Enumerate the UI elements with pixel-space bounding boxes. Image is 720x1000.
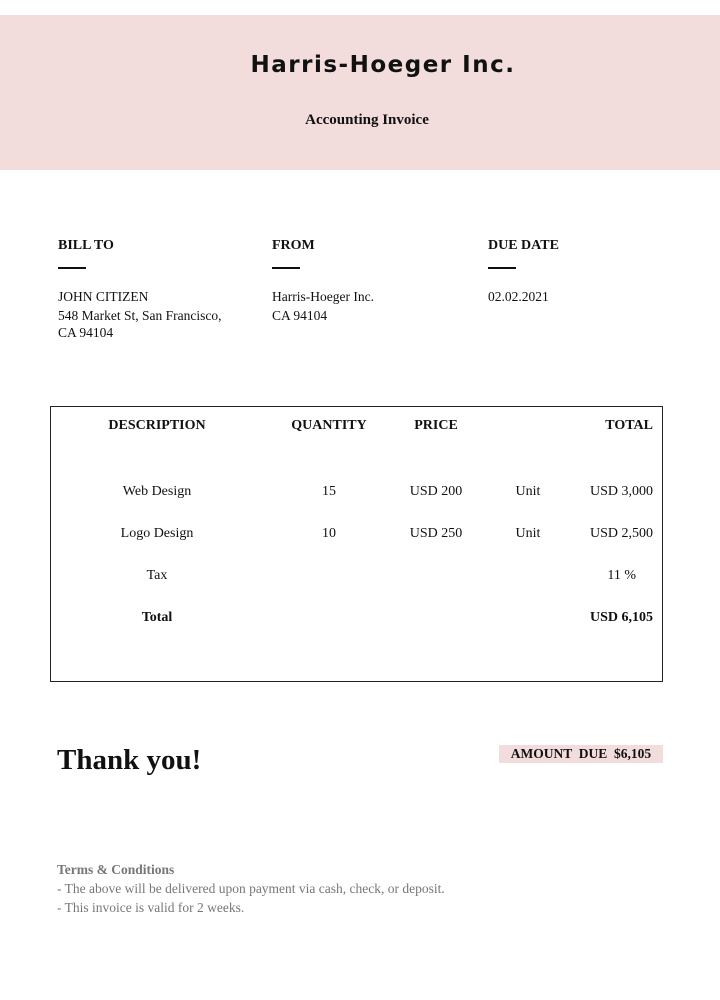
total-label: Total bbox=[141, 610, 173, 625]
row-price: USD 250 bbox=[409, 526, 463, 541]
col-quantity: QUANTITY bbox=[291, 418, 367, 433]
row-description: Logo Design bbox=[120, 526, 194, 541]
col-price: PRICE bbox=[414, 418, 458, 433]
company-name: Harris-Hoeger Inc. bbox=[250, 52, 516, 78]
header-band bbox=[0, 15, 720, 170]
amount-due-badge: AMOUNT DUE $6,105 bbox=[499, 745, 663, 763]
col-total: TOTAL bbox=[605, 418, 653, 433]
invoice-subtitle: Accounting Invoice bbox=[305, 112, 429, 128]
col-description: DESCRIPTION bbox=[108, 418, 206, 433]
row-quantity: 15 bbox=[322, 484, 336, 499]
terms-item: - The above will be delivered upon payme… bbox=[57, 881, 445, 896]
from-label: FROM bbox=[272, 238, 315, 253]
divider bbox=[58, 267, 86, 269]
row-price: USD 200 bbox=[409, 484, 463, 499]
tax-value: 11 % bbox=[607, 568, 636, 583]
terms-title: Terms & Conditions bbox=[57, 862, 175, 877]
bill-to-address-2: CA 94104 bbox=[58, 325, 114, 340]
from-name: Harris-Hoeger Inc. bbox=[272, 289, 374, 304]
bill-to-name: JOHN CITIZEN bbox=[58, 289, 149, 304]
from-address: CA 94104 bbox=[272, 308, 328, 323]
row-description: Web Design bbox=[122, 484, 192, 499]
divider bbox=[488, 267, 516, 269]
divider bbox=[272, 267, 300, 269]
bill-to-label: BILL TO bbox=[58, 238, 114, 253]
due-date-value: 02.02.2021 bbox=[488, 289, 549, 304]
tax-label: Tax bbox=[146, 568, 168, 583]
row-quantity: 10 bbox=[322, 526, 336, 541]
thank-you: Thank you! bbox=[57, 744, 202, 776]
total-value: USD 6,105 bbox=[589, 610, 653, 625]
row-total: USD 3,000 bbox=[589, 484, 653, 499]
row-unit: Unit bbox=[515, 484, 541, 499]
bill-to-block: JOHN CITIZEN 548 Market St, San Francisc… bbox=[58, 287, 221, 342]
items-table bbox=[50, 406, 663, 682]
terms-item: - This invoice is valid for 2 weeks. bbox=[57, 900, 245, 915]
due-date-label: DUE DATE bbox=[488, 238, 559, 253]
row-unit: Unit bbox=[515, 526, 541, 541]
row-total: USD 2,500 bbox=[589, 526, 653, 541]
bill-to-address-1: 548 Market St, San Francisco, bbox=[58, 308, 222, 323]
from-block: Harris-Hoeger Inc. CA 94104 bbox=[272, 287, 374, 325]
